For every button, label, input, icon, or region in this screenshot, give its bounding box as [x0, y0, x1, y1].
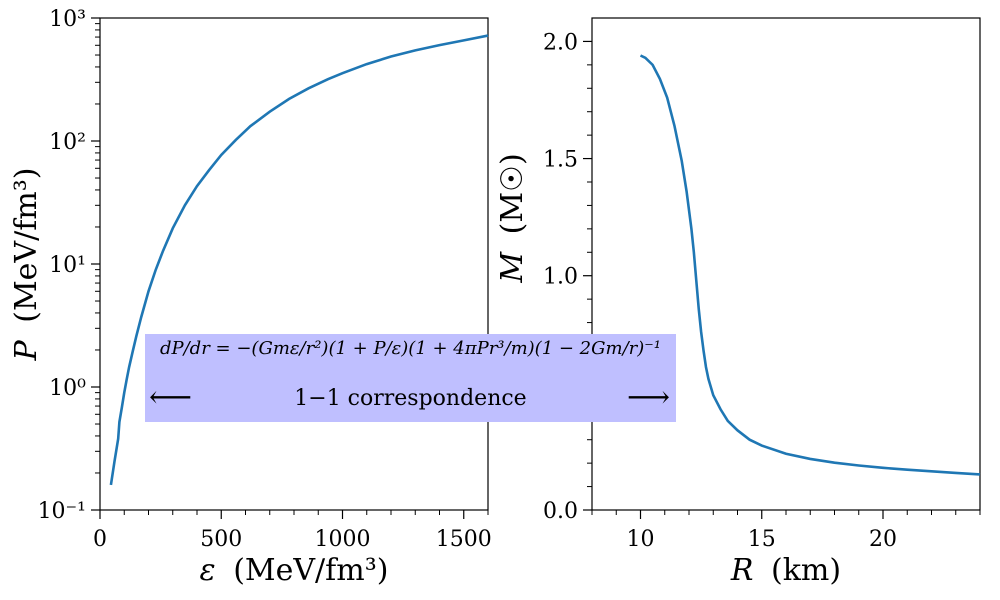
- x-tick-label: 1000: [315, 527, 371, 552]
- tick-labels-left: 0 500 1000 1500 10⁻¹ 10⁰ 10¹ 10² 10³: [38, 7, 492, 552]
- y-axis-title-left: P (MeV/fm³): [9, 168, 44, 362]
- y-axis-symbol-right: M: [495, 251, 530, 284]
- y-tick-label: 1.5: [543, 148, 578, 173]
- y-tick-label: 10¹: [49, 253, 86, 278]
- right-arrow-icon: ⟶: [626, 380, 670, 415]
- y-axis-symbol-left: P: [9, 339, 44, 361]
- x-tick-label: 0: [93, 527, 107, 552]
- y-tick-label: 10⁻¹: [38, 499, 86, 524]
- tov-equation: dP/dr = −(Gmε/r²)(1 + P/ε)(1 + 4πPr³/m)(…: [159, 338, 661, 359]
- y-tick-label: 10³: [49, 7, 86, 32]
- plot-frame-right: [591, 17, 981, 511]
- y-axis-unit-right: (M☉): [495, 153, 530, 234]
- x-tick-label: 15: [748, 527, 776, 552]
- x-axis-unit-left: (MeV/fm³): [233, 553, 388, 588]
- y-tick-label: 10⁰: [49, 376, 86, 401]
- correspondence-label: 1−1 correspondence: [294, 386, 527, 411]
- tov-equation-banner: dP/dr = −(Gmε/r²)(1 + P/ε)(1 + 4πPr³/m)(…: [145, 334, 676, 422]
- eos-panel: 0 500 1000 1500 10⁻¹ 10⁰ 10¹ 10² 10³ ε (MeV/fm³)…: [9, 7, 492, 588]
- x-axis-title-right: R (km): [730, 553, 841, 588]
- x-tick-label: 1500: [436, 527, 492, 552]
- y-axis-unit-left: (MeV/fm³): [9, 168, 44, 323]
- ticks-right: [583, 40, 981, 519]
- x-tick-label: 10: [627, 527, 655, 552]
- x-tick-label: 500: [200, 527, 242, 552]
- x-axis-symbol-right: R: [730, 553, 754, 588]
- ticks-left: [91, 17, 489, 519]
- x-axis-symbol-left: ε: [200, 553, 216, 588]
- x-axis-title-left: ε (MeV/fm³): [200, 553, 389, 588]
- y-tick-label: 0.0: [543, 499, 578, 524]
- y-tick-label: 10²: [49, 130, 86, 155]
- x-tick-label: 20: [869, 527, 897, 552]
- y-axis-title-right: M (M☉): [495, 153, 530, 283]
- left-arrow-icon: ⟵: [149, 380, 193, 415]
- y-tick-label: 1.0: [543, 265, 578, 290]
- mass-radius-line: [639, 54, 981, 476]
- pressure-energy-density-line: [109, 34, 489, 486]
- x-axis-unit-right: (km): [771, 553, 841, 588]
- y-tick-label: 2.0: [543, 30, 578, 55]
